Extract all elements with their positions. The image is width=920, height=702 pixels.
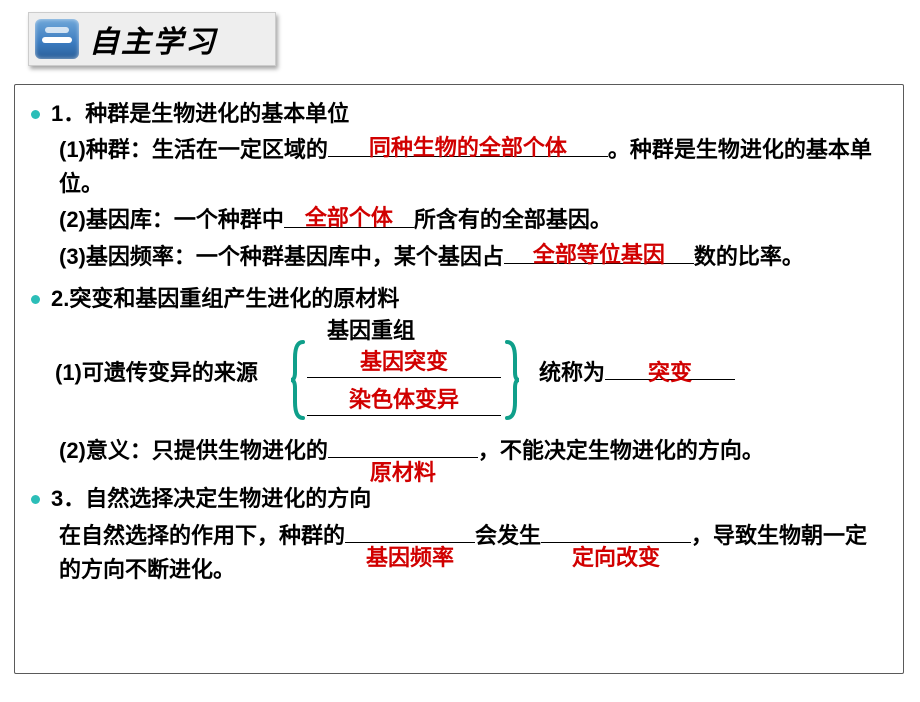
answer-1-3: 全部等位基因: [504, 238, 694, 272]
study-icon: [35, 19, 79, 59]
text-fragment: 在自然选择的作用下，种群的: [59, 523, 345, 548]
section-1-item-1: (1)种群：生活在一定区域的同种生物的全部个体。种群是生物进化的基本单位。: [29, 133, 889, 201]
content-panel: 1．种群是生物进化的基本单位 (1)种群：生活在一定区域的同种生物的全部个体。种…: [14, 84, 904, 674]
blank-1-3: 全部等位基因: [504, 240, 694, 264]
section-3-body: 在自然选择的作用下，种群的基因频率会发生定向改变，导致生物朝一定的方向不断进化。: [29, 519, 889, 587]
section-1-item-3: (3)基因频率：一个种群基因库中，某个基因占全部等位基因数的比率。: [29, 240, 889, 274]
blank-2-2: 原材料: [328, 434, 478, 458]
bracket-left-label: (1)可遗传变异的来源: [55, 356, 258, 390]
bracket-right-text: 统称为突变: [539, 356, 735, 390]
text-fragment: 数的比率。: [694, 244, 804, 269]
answer-3-2: 定向改变: [541, 541, 691, 575]
text-fragment: 所含有的全部基因。: [414, 208, 612, 233]
blank-right: 突变: [605, 356, 735, 380]
text-fragment: (3)基因频率：一个种群基因库中，某个基因占: [59, 244, 504, 269]
answer-bot: 染色体变异: [307, 383, 501, 417]
section-1-heading: 1．种群是生物进化的基本单位: [29, 97, 889, 131]
text-fragment: (2)意义：只提供生物进化的: [59, 438, 328, 463]
blank-3-2: 定向改变: [541, 519, 691, 543]
text-fragment: 统称为: [539, 360, 605, 385]
blank-1-2: 全部个体: [284, 203, 414, 227]
blank-1-1: 同种生物的全部个体: [328, 133, 608, 157]
bracket-top-item: 基因重组: [327, 314, 415, 348]
text-fragment: ，不能决定生物进化的方向。: [478, 438, 764, 463]
text-fragment: 会发生: [475, 523, 541, 548]
blank-bot: 染色体变异: [307, 386, 501, 416]
bracket-diagram: 基因重组 (1)可遗传变异的来源 基因突变 染色体变异 统称为突变: [29, 318, 889, 428]
blank-3-1: 基因频率: [345, 519, 475, 543]
right-brace-icon: [503, 340, 521, 420]
answer-right: 突变: [605, 356, 735, 390]
answer-1-1: 同种生物的全部个体: [328, 131, 608, 165]
answer-mid: 基因突变: [307, 345, 501, 379]
text-fragment: (1)种群：生活在一定区域的: [59, 137, 328, 162]
section-1-item-2: (2)基因库：一个种群中全部个体所含有的全部基因。: [29, 203, 889, 237]
section-3-heading: 3．自然选择决定生物进化的方向: [29, 482, 889, 516]
header-band: 自主学习: [28, 12, 276, 66]
section-2-item-2: (2)意义：只提供生物进化的原材料，不能决定生物进化的方向。: [29, 434, 889, 468]
section-2-heading: 2.突变和基因重组产生进化的原材料: [29, 282, 889, 316]
answer-3-1: 基因频率: [345, 541, 475, 575]
bracket-stack: 基因突变 染色体变异: [307, 348, 501, 424]
text-fragment: (2)基因库：一个种群中: [59, 208, 284, 233]
blank-mid: 基因突变: [307, 348, 501, 378]
answer-1-2: 全部个体: [284, 201, 414, 235]
header-title: 自主学习: [89, 17, 217, 61]
left-brace-icon: [289, 340, 307, 420]
